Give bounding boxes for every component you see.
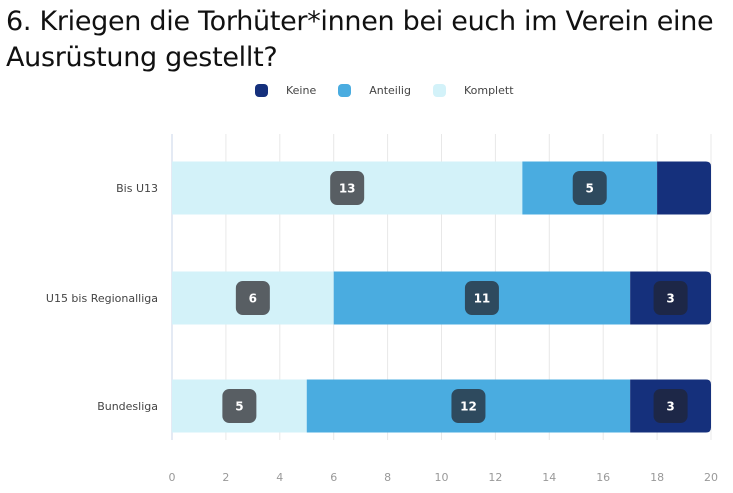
value-label-badge [572, 171, 607, 205]
x-tick-label: 8 [384, 471, 391, 484]
category-labels: Bis U13 U15 bis Regionalliga Bundesliga [46, 182, 158, 413]
x-tick-label: 12 [488, 471, 502, 484]
value-label: 6 [249, 292, 257, 306]
x-tick-label: 14 [542, 471, 556, 484]
x-tick-label: 4 [276, 471, 283, 484]
value-label-badge [653, 281, 688, 315]
x-tick-label: 20 [704, 471, 718, 484]
category-label: U15 bis Regionalliga [46, 292, 158, 305]
legend-label-komplett: Komplett [463, 84, 514, 97]
x-tick-label: 2 [222, 471, 229, 484]
value-label: 13 [339, 182, 356, 196]
value-label-badge [653, 389, 688, 423]
value-label-badge [451, 389, 486, 423]
value-label: 3 [666, 292, 674, 306]
bar-segment-keine[interactable] [657, 161, 711, 215]
x-tick-label: 0 [169, 471, 176, 484]
chart-title: 6. Kriegen die Torhüter*innen bei euch i… [6, 6, 714, 73]
value-label: 12 [460, 400, 477, 414]
value-label-badge [464, 281, 499, 315]
value-label: 5 [235, 400, 243, 414]
chart-legend: Keine Anteilig Komplett [255, 84, 536, 97]
value-label-badge [222, 389, 257, 423]
legend-swatch-komplett [432, 84, 446, 97]
legend-swatch-keine [255, 84, 268, 97]
legend-item-anteilig[interactable]: Anteilig [338, 84, 411, 97]
legend-label-anteilig: Anteilig [369, 84, 411, 97]
value-label-badge [235, 281, 270, 315]
x-tick-label: 10 [435, 471, 449, 484]
value-label: 3 [666, 400, 674, 414]
x-tick-labels: 0 2 4 6 8 10 12 14 16 18 20 [169, 471, 719, 484]
value-label: 11 [474, 292, 491, 306]
x-tick-label: 6 [330, 471, 337, 484]
legend-swatch-anteilig [338, 84, 352, 97]
legend-label-keine: Keine [286, 84, 317, 97]
category-label: Bundesliga [97, 400, 158, 413]
value-label: 5 [586, 182, 594, 196]
value-labels: 13 5 6 11 3 5 12 3 [222, 171, 688, 423]
category-label: Bis U13 [116, 182, 158, 195]
value-label-badge [330, 171, 365, 205]
x-tick-label: 18 [650, 471, 664, 484]
legend-item-komplett[interactable]: Komplett [432, 84, 514, 97]
x-tick-label: 16 [596, 471, 610, 484]
legend-item-keine[interactable]: Keine [255, 84, 316, 97]
